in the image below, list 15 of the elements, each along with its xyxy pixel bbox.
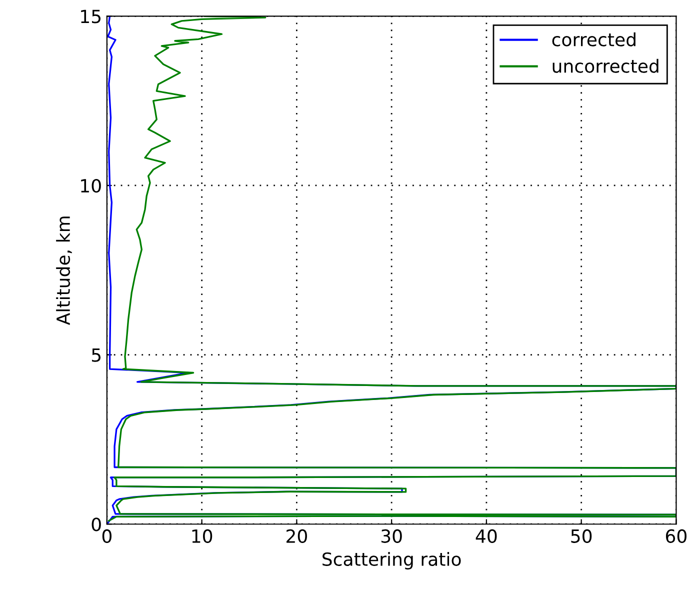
x-tick-label: 0 [102,529,112,543]
x-tick-label: 50 [571,529,592,543]
x-axis-title: Scattering ratio [322,552,461,570]
x-tick-label: 40 [476,529,497,543]
legend-label: uncorrected [552,58,658,73]
x-tick-label: 60 [666,529,686,543]
y-axis-title: Altitude, km [56,216,72,326]
y-tick-label: 10 [81,178,101,193]
y-tick-label: 15 [81,10,101,24]
x-tick-label: 10 [192,529,212,543]
legend-label: corrected [552,32,636,46]
x-tick-label: 20 [286,529,307,543]
x-tick-label: 30 [381,529,402,543]
y-tick-label: 0 [92,518,101,532]
y-tick-label: 5 [92,348,101,362]
